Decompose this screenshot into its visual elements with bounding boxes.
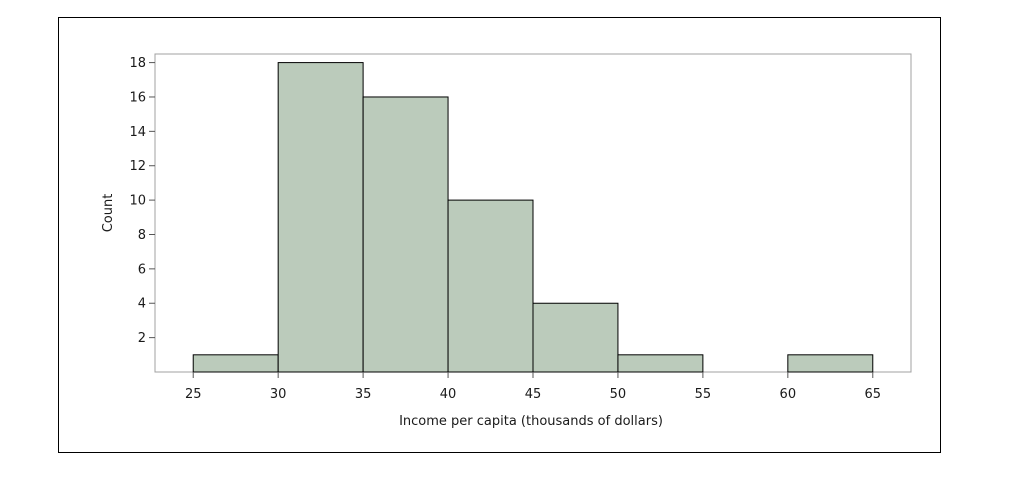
y-tick-label: 2 bbox=[138, 331, 146, 346]
x-axis: 25 30 35 40 45 50 55 60 65 bbox=[185, 372, 881, 402]
bar-35-40 bbox=[362, 96, 449, 373]
y-tick-label: 10 bbox=[129, 194, 146, 209]
histogram-chart: 25 30 35 40 45 50 55 60 65 2 4 6 8 10 12 14 16 18 Income… bbox=[101, 53, 912, 429]
bar-50-55 bbox=[617, 354, 704, 373]
bar-25-30 bbox=[192, 354, 279, 373]
y-tick-label: 16 bbox=[129, 90, 146, 105]
x-tick-label: 35 bbox=[355, 387, 372, 402]
y-tick-label: 14 bbox=[129, 125, 146, 140]
y-tick-label: 6 bbox=[138, 262, 146, 277]
bar-45-50 bbox=[532, 302, 619, 373]
chart-frame: 25 30 35 40 45 50 55 60 65 2 4 6 8 10 12 14 16 18 Income… bbox=[58, 17, 941, 453]
y-axis: 2 4 6 8 10 12 14 16 18 bbox=[129, 56, 155, 346]
y-axis-title: Count bbox=[101, 194, 116, 233]
x-tick-label: 50 bbox=[610, 387, 627, 402]
x-tick-label: 55 bbox=[695, 387, 712, 402]
x-tick-label: 30 bbox=[270, 387, 287, 402]
x-tick-label: 65 bbox=[865, 387, 882, 402]
y-tick-label: 4 bbox=[138, 297, 146, 312]
y-tick-label: 12 bbox=[129, 159, 146, 174]
x-tick-label: 40 bbox=[440, 387, 457, 402]
x-axis-title: Income per capita (thousands of dollars) bbox=[399, 414, 663, 429]
bar-60-65 bbox=[787, 354, 874, 373]
y-tick-label: 8 bbox=[138, 228, 146, 243]
x-tick-label: 60 bbox=[780, 387, 797, 402]
y-tick-label: 18 bbox=[129, 56, 146, 71]
x-tick-label: 25 bbox=[185, 387, 202, 402]
x-tick-label: 45 bbox=[525, 387, 542, 402]
bars-group bbox=[192, 62, 874, 373]
bar-30-35 bbox=[277, 62, 364, 373]
bar-40-45 bbox=[447, 199, 534, 373]
